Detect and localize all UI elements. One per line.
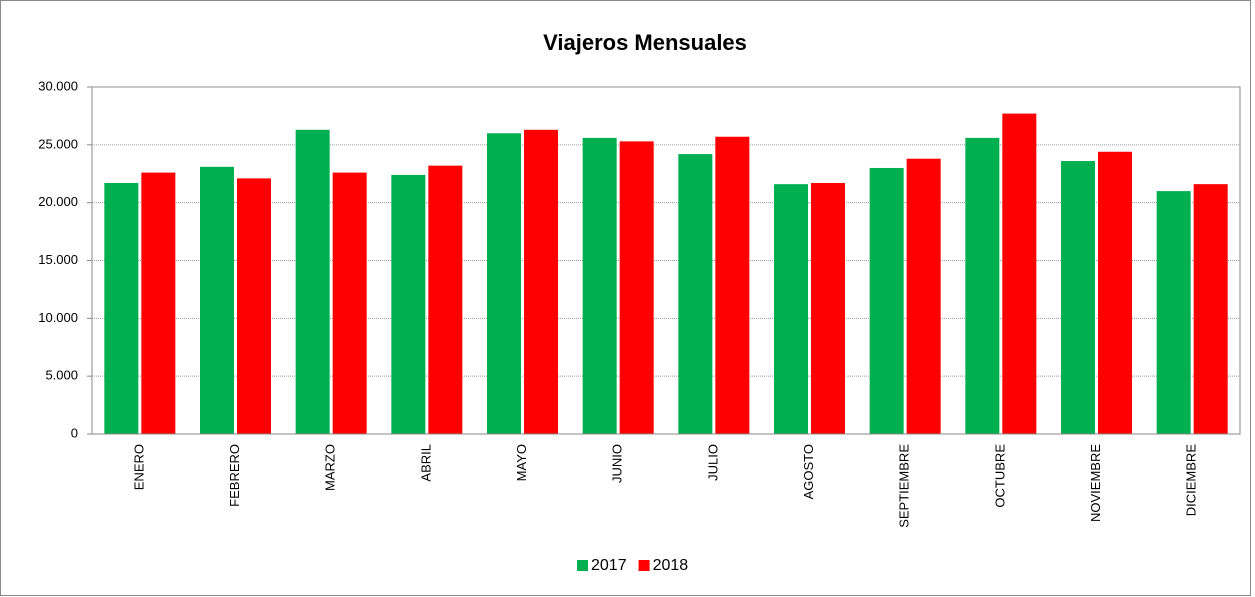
bar	[774, 184, 808, 434]
bar	[141, 172, 176, 435]
y-tick-label: 0	[71, 425, 78, 440]
bar	[237, 178, 271, 434]
y-tick-label: 5.000	[45, 368, 78, 383]
bar	[428, 165, 463, 435]
bar	[104, 183, 139, 434]
bar	[811, 183, 845, 434]
bar	[619, 141, 654, 434]
chart-title: Viajeros Mensuales	[543, 30, 747, 55]
bar	[678, 154, 713, 434]
x-tick-label: MAYO	[514, 444, 529, 481]
x-tick-label: OCTUBRE	[992, 444, 1007, 508]
bar	[965, 137, 1000, 435]
bar	[1193, 184, 1228, 434]
bar	[200, 166, 234, 434]
legend-swatch	[577, 560, 588, 571]
x-tick-label: FEBRERO	[227, 444, 242, 507]
x-tick-label: DICIEMBRE	[1184, 444, 1199, 517]
legend-label: 2017	[591, 557, 627, 574]
x-tick-label: JULIO	[705, 444, 720, 481]
x-tick-label: SEPTIEMBRE	[897, 444, 912, 528]
legend-label: 2018	[653, 557, 689, 574]
y-tick-label: 15.000	[38, 252, 78, 267]
y-tick-label: 10.000	[38, 310, 78, 325]
x-tick-label: ENERO	[131, 444, 146, 490]
y-tick-label: 25.000	[38, 136, 78, 151]
y-tick-label: 20.000	[38, 194, 78, 209]
x-tick-label: NOVIEMBRE	[1088, 444, 1103, 522]
bar	[391, 174, 426, 434]
legend-swatch	[638, 560, 650, 571]
bar	[906, 158, 941, 435]
bar	[487, 133, 521, 434]
y-tick-label: 30.000	[38, 78, 78, 93]
x-tick-label: AGOSTO	[801, 444, 816, 499]
bar	[715, 136, 750, 434]
bar	[1002, 113, 1037, 434]
bar	[582, 137, 617, 435]
bar	[1061, 161, 1095, 434]
bar	[1098, 151, 1132, 435]
bar	[295, 129, 330, 434]
bar	[1156, 191, 1191, 434]
bar	[869, 167, 904, 434]
x-tick-label: MARZO	[323, 444, 338, 491]
x-tick-label: JUNIO	[610, 444, 625, 483]
bar	[524, 129, 558, 434]
x-tick-label: ABRIL	[418, 444, 433, 482]
bar	[332, 172, 367, 435]
